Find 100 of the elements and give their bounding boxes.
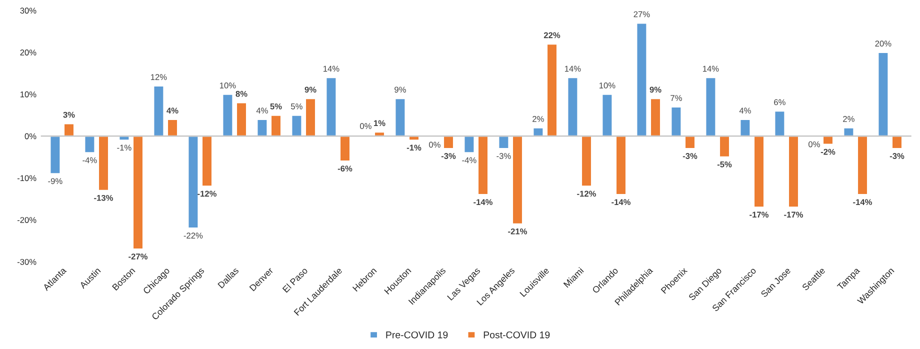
data-label: 4% xyxy=(739,108,751,114)
data-label: 4% xyxy=(256,108,268,114)
bar xyxy=(566,76,579,137)
data-label: 14% xyxy=(323,66,340,72)
data-label: -3% xyxy=(890,153,904,159)
data-label: 10% xyxy=(220,82,236,88)
bar xyxy=(739,118,752,137)
bar xyxy=(463,135,476,154)
data-label: 2% xyxy=(843,116,854,122)
bar xyxy=(201,135,213,188)
bar xyxy=(512,135,524,225)
data-label: 9% xyxy=(394,86,406,93)
data-label: 0% xyxy=(808,141,820,148)
bar xyxy=(84,135,96,154)
bar xyxy=(132,135,144,250)
data-label: 3% xyxy=(63,112,75,118)
data-label: -9% xyxy=(48,178,62,184)
bar xyxy=(256,118,268,137)
legend-label: Pre-COVID 19 xyxy=(386,331,448,338)
data-label: 9% xyxy=(650,86,662,93)
data-label: -2% xyxy=(820,148,836,155)
bar xyxy=(304,98,316,137)
bar xyxy=(580,135,592,188)
bar xyxy=(290,114,303,137)
bar xyxy=(650,98,662,137)
bar xyxy=(601,94,614,137)
data-label: -12% xyxy=(577,190,596,197)
bar xyxy=(718,135,730,158)
data-label: -13% xyxy=(94,194,114,201)
bar xyxy=(498,135,510,150)
data-label: -17% xyxy=(784,212,804,218)
data-label: 14% xyxy=(702,66,719,72)
data-label: 8% xyxy=(236,90,248,97)
bar xyxy=(152,85,165,137)
data-label: 9% xyxy=(304,86,316,93)
y-tick-label: -10% xyxy=(17,175,36,182)
data-label: -21% xyxy=(508,228,528,234)
y-tick-label: -30% xyxy=(17,258,36,265)
bar xyxy=(877,52,890,137)
data-label: 27% xyxy=(634,11,650,18)
data-label: 0% xyxy=(429,142,440,148)
data-label: -14% xyxy=(612,199,631,206)
data-label: 22% xyxy=(544,32,560,38)
bar xyxy=(856,135,868,196)
bar xyxy=(394,98,406,137)
legend-label: Post-COVID 19 xyxy=(484,331,550,338)
data-label: -3% xyxy=(496,153,511,159)
bar xyxy=(774,110,786,137)
bar xyxy=(98,135,110,192)
data-label: -1% xyxy=(117,144,132,151)
data-label: 5% xyxy=(270,103,282,110)
bar xyxy=(442,135,454,150)
y-tick-label: 0% xyxy=(24,133,36,140)
y-tick-label: 20% xyxy=(20,50,36,56)
bar xyxy=(270,114,282,137)
bar xyxy=(546,43,558,137)
data-label: -14% xyxy=(853,199,872,206)
data-label: -22% xyxy=(184,232,203,238)
data-label: -3% xyxy=(441,153,456,159)
data-label: -27% xyxy=(128,254,148,260)
bar xyxy=(63,122,75,137)
data-label: 0% xyxy=(360,123,372,130)
bar xyxy=(325,76,338,137)
data-label: -12% xyxy=(198,190,217,197)
data-label: -4% xyxy=(82,157,97,164)
bar xyxy=(236,102,248,137)
bar xyxy=(822,135,834,146)
data-label: 2% xyxy=(532,116,544,122)
bar xyxy=(339,135,351,162)
data-label: 6% xyxy=(774,99,786,106)
y-tick-label: 10% xyxy=(20,91,36,98)
data-label: 12% xyxy=(150,74,167,80)
bar xyxy=(49,135,62,174)
data-label: 1% xyxy=(374,120,386,126)
bar xyxy=(222,94,234,137)
bar xyxy=(891,135,903,150)
y-tick-label: -20% xyxy=(17,217,36,223)
data-label: 4% xyxy=(166,108,178,114)
data-label: -1% xyxy=(406,144,422,151)
data-label: 14% xyxy=(564,66,581,72)
bar xyxy=(477,135,489,196)
bar xyxy=(842,127,855,137)
data-label: 5% xyxy=(291,103,302,110)
data-label: -17% xyxy=(750,212,769,218)
bar xyxy=(166,118,178,137)
data-label: -14% xyxy=(474,199,493,206)
data-label: 20% xyxy=(875,40,892,47)
data-label: 10% xyxy=(599,82,616,88)
bar xyxy=(704,76,717,137)
bar xyxy=(788,135,800,208)
bar xyxy=(670,106,682,137)
data-label: -5% xyxy=(717,161,732,168)
bar xyxy=(636,22,648,137)
data-label: -4% xyxy=(462,157,476,164)
y-tick-label: 30% xyxy=(20,8,36,14)
bar xyxy=(684,135,696,150)
bar xyxy=(753,135,765,208)
data-label: 7% xyxy=(670,95,682,101)
data-label: -3% xyxy=(682,153,698,159)
data-label: -6% xyxy=(338,166,352,172)
